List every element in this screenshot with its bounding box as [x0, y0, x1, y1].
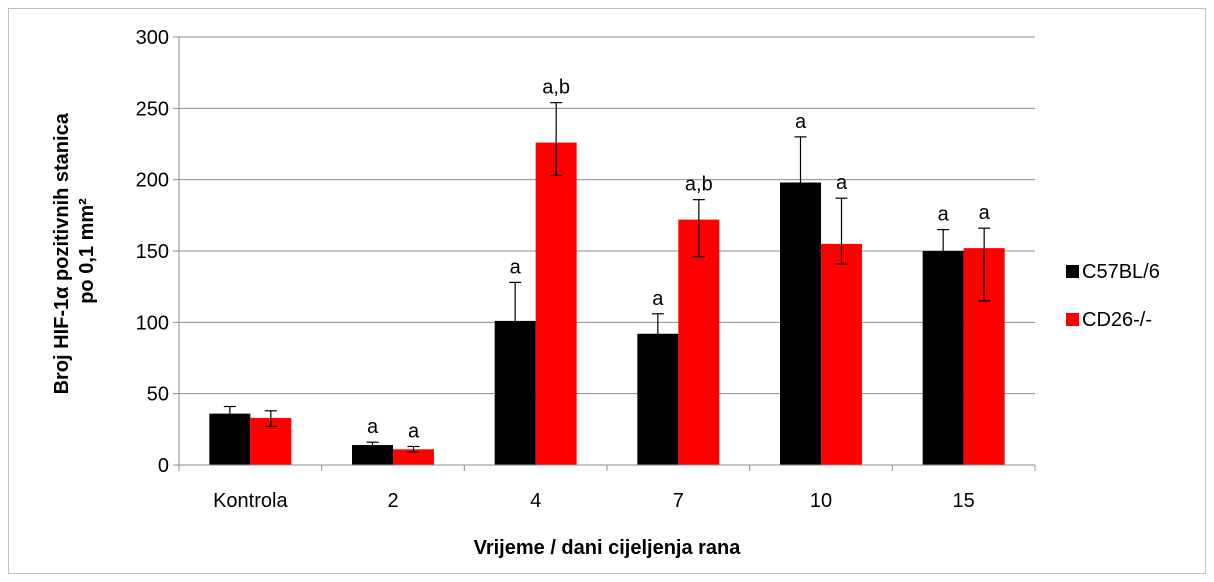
significance-label: a [836, 172, 848, 194]
chart-frame [8, 8, 1206, 574]
x-tick-label: 15 [953, 490, 975, 512]
y-tick-label: 0 [158, 455, 169, 477]
significance-labels: a a a a a a a,b a,b a a [367, 77, 991, 443]
significance-label: a [979, 202, 991, 224]
y-tick-label: 200 [136, 170, 169, 192]
bar-c57bl6 [922, 251, 964, 465]
y-tick-label: 250 [136, 98, 169, 120]
bar-cd26 [393, 449, 434, 465]
significance-label: a [510, 256, 522, 278]
x-tick-label: 10 [810, 490, 832, 512]
bars [209, 142, 1005, 465]
y-axis-title-line1: Broj HIF-1α pozitivnih stanica [51, 112, 73, 394]
bar-c57bl6 [637, 333, 679, 465]
bar-c57bl6 [209, 413, 251, 465]
y-tick-label: 50 [147, 384, 169, 406]
significance-label: a [367, 416, 379, 438]
x-tick-label: Kontrola [213, 490, 288, 512]
significance-label: a [652, 288, 664, 310]
axes [178, 37, 1036, 471]
y-tick-label: 150 [136, 241, 169, 263]
error-bars [223, 102, 991, 453]
y-axis-title-line2: po 0,1 mm² [76, 198, 98, 304]
x-tick-label: 7 [673, 490, 684, 512]
significance-label: a [938, 204, 950, 226]
y-axis-title: Broj HIF-1α pozitivnih stanica po 0,1 mm… [51, 108, 98, 395]
legend-label-cd26: CD26-/- [1082, 309, 1152, 331]
x-axis-title: Vrijeme / dani cijeljenja rana [474, 537, 742, 559]
y-tick-label: 300 [136, 27, 169, 49]
x-tick-label: 2 [387, 490, 398, 512]
bar-cd26 [821, 243, 862, 465]
x-tick-labels: Kontrola 2 4 7 10 15 [213, 490, 975, 512]
bar-cd26 [535, 142, 577, 465]
significance-label: a [795, 111, 807, 133]
legend-swatch-c57bl6 [1066, 265, 1079, 278]
significance-label: a [408, 420, 420, 442]
significance-label: a,b [542, 77, 570, 99]
y-tick-label: 100 [136, 312, 169, 334]
legend-swatch-cd26 [1066, 313, 1079, 326]
bar-c57bl6 [352, 445, 393, 465]
legend-label-c57bl6: C57BL/6 [1082, 261, 1160, 283]
gridlines [173, 36, 1035, 466]
bar-cd26 [678, 219, 720, 465]
legend: C57BL/6 CD26-/- [1066, 261, 1160, 331]
x-tick-label: 4 [530, 490, 541, 512]
y-tick-labels: 0 50 100 150 200 250 300 [136, 27, 169, 477]
significance-label: a,b [685, 174, 713, 196]
